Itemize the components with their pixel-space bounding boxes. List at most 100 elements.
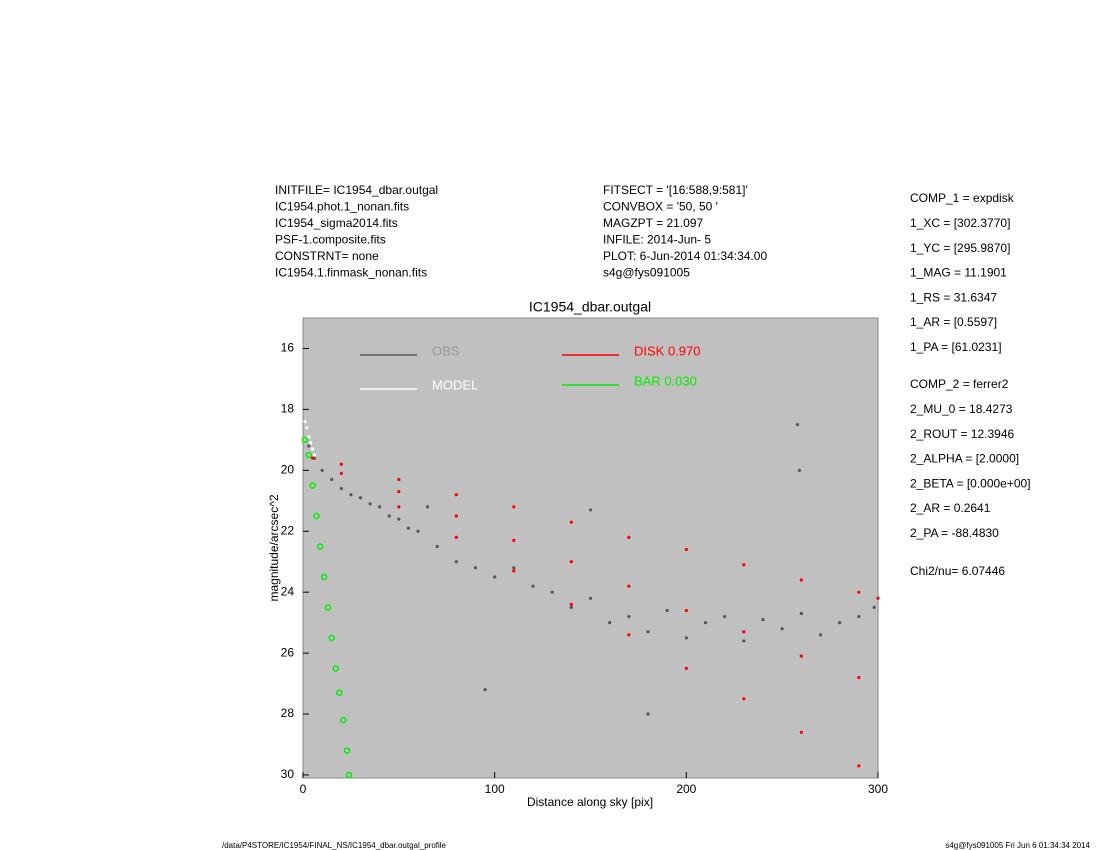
point (454, 514, 458, 518)
x-tick-label: 300 (868, 782, 888, 796)
point (339, 462, 343, 466)
y-axis-label: magnitude/arcsec^2 (267, 494, 281, 601)
point (307, 444, 311, 448)
point (799, 654, 803, 658)
point (799, 611, 803, 616)
point (320, 573, 328, 581)
point (627, 614, 631, 619)
header-line: s4g@fys091005 (603, 266, 690, 280)
point (483, 688, 487, 692)
point (799, 730, 803, 734)
header-line: INITFILE= IC1954_dbar.outgal (275, 183, 438, 197)
point (313, 512, 320, 520)
header-line: FITSECT = '[16:588,9:581]' (603, 183, 748, 197)
footer-path: /data/P4STORE/IC1954/FINAL_NS/IC1954_dba… (222, 841, 447, 850)
parameter-line: 2_AR = 0.2641 (910, 501, 991, 515)
point (324, 604, 332, 611)
legend-label: MODEL (432, 377, 478, 392)
x-axis-label: Distance along sky [pix] (527, 795, 653, 809)
header-line: INFILE: 2014-Jun- 5 (603, 233, 711, 247)
point (799, 578, 803, 582)
point (406, 526, 411, 530)
point (387, 514, 391, 518)
point (550, 590, 554, 594)
point (780, 627, 784, 631)
point (309, 482, 316, 489)
point (493, 575, 497, 579)
point (872, 605, 876, 610)
point (608, 621, 612, 625)
point (627, 633, 631, 637)
point (309, 441, 313, 445)
parameter-line: COMP_1 = expdisk (910, 191, 1015, 205)
point (320, 468, 324, 472)
header-line: CONVBOX = '50, 50 ' (603, 200, 718, 214)
point (330, 477, 334, 482)
point (328, 634, 335, 642)
point (312, 453, 317, 457)
header-line: PSF-1.composite.fits (275, 233, 386, 247)
parameter-line: 2_PA = -88.4830 (910, 526, 999, 540)
parameter-line: 2_ALPHA = [2.0000] (910, 452, 1019, 466)
legend-label: OBS (432, 343, 460, 358)
point (310, 447, 315, 451)
legend-label: DISK 0.970 (634, 343, 701, 358)
point (416, 529, 420, 533)
point (425, 505, 430, 509)
point (857, 764, 861, 768)
point (742, 563, 746, 567)
y-tick-label: 16 (281, 341, 295, 355)
header-line: PLOT: 6-Jun-2014 01:34:34.00 (603, 249, 767, 263)
point (857, 614, 861, 619)
parameter-line: 1_MAG = 11.1901 (910, 266, 1007, 280)
point (531, 584, 535, 588)
point (723, 614, 727, 619)
y-tick-label: 22 (281, 523, 295, 537)
point (512, 538, 516, 542)
point (665, 608, 669, 613)
point (761, 617, 765, 622)
point (684, 636, 688, 640)
point (454, 560, 458, 564)
point (742, 639, 746, 643)
point (742, 630, 746, 634)
point (317, 543, 324, 550)
point (339, 486, 343, 491)
x-tick-label: 0 (300, 782, 307, 796)
point (454, 493, 458, 497)
chart-title: IC1954_dbar.outgal (529, 299, 651, 315)
point (876, 596, 880, 600)
point (454, 535, 458, 539)
point (473, 566, 478, 570)
point (340, 716, 347, 724)
point (336, 689, 343, 696)
header-line: IC1954.phot.1_nonan.fits (275, 200, 409, 214)
point (378, 505, 382, 509)
y-tick-label: 18 (281, 402, 295, 416)
point (795, 423, 800, 427)
point (512, 566, 516, 570)
parameter-line: Chi2/nu= 6.07446 (910, 564, 1005, 578)
y-tick-label: 28 (281, 706, 295, 720)
point (307, 435, 311, 439)
point (310, 456, 315, 460)
point (588, 508, 593, 512)
point (703, 621, 708, 625)
point (627, 535, 631, 539)
y-tick-label: 30 (281, 767, 295, 781)
point (857, 675, 861, 680)
parameter-line: 1_RS = 31.6347 (910, 290, 997, 304)
point (818, 633, 823, 637)
point (349, 493, 353, 497)
parameter-line: 1_YC = [295.9870] (910, 241, 1010, 255)
parameter-line: 1_AR = [0.5597] (910, 315, 997, 329)
legend-label: BAR 0.030 (634, 373, 697, 388)
point (305, 426, 309, 430)
point (569, 602, 573, 606)
point (627, 584, 631, 588)
point (345, 771, 353, 779)
point (684, 608, 688, 613)
parameter-line: COMP_2 = ferrer2 (910, 377, 1009, 391)
y-tick-label: 20 (281, 462, 295, 476)
